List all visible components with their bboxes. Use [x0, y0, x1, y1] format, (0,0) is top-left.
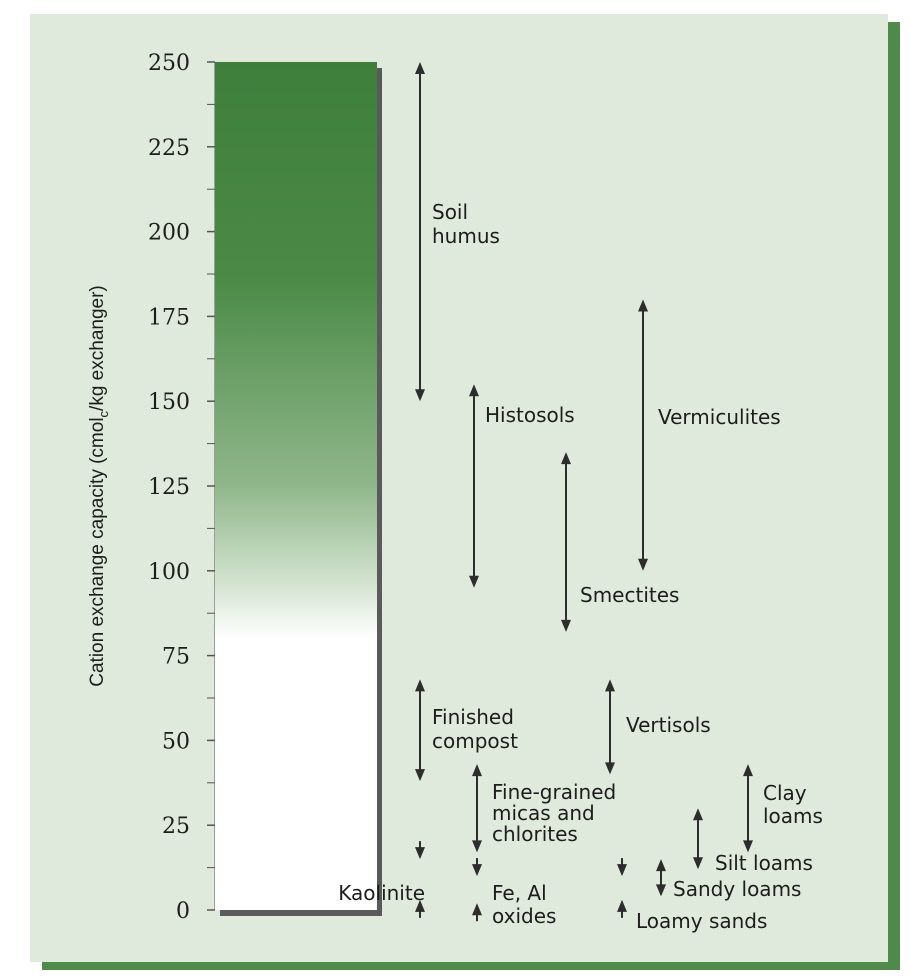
y-tick-label: 25 — [162, 814, 190, 839]
arrowhead — [605, 762, 615, 775]
range-clay-loams: Clay loams — [743, 764, 823, 853]
arrowhead — [656, 884, 666, 897]
range-label: Vermiculites — [658, 405, 781, 429]
range-smectites: Smectites — [561, 452, 679, 632]
y-tick-label: 125 — [148, 475, 190, 500]
range-finished-compost: Finished compost — [415, 679, 518, 782]
arrowhead — [415, 389, 425, 402]
range-label: Smectites — [580, 583, 679, 607]
cec-bar — [215, 62, 377, 910]
range-fine-grained-micas-and-chlorites: Fine-grained micas and chlorites — [472, 764, 616, 853]
range-fe-al-oxides: Fe, Al oxides — [472, 858, 556, 928]
range-label: Finished compost — [432, 705, 518, 753]
range-sandy-loams: Sandy loams — [656, 859, 801, 901]
arrowhead — [469, 384, 479, 397]
y-tick-label: 250 — [148, 51, 190, 76]
range-label: Loamy sands — [636, 909, 767, 933]
arrowhead — [472, 764, 482, 777]
arrowhead — [743, 764, 753, 777]
range-label: Fine-grained micas and chlorites — [492, 780, 616, 846]
range-label: Fe, Al oxides — [492, 881, 556, 928]
range-kaolinite: Kaolinite — [338, 841, 425, 918]
chart-panel: 0 25 50 75 100 125 150 175 200 225 250 Soil humus Hi… — [30, 14, 888, 962]
range-arrows-layer: Soil humus Histosols Vermiculites Smectites F… — [338, 62, 823, 933]
y-tick-label: 75 — [162, 645, 190, 670]
y-tick-label: 150 — [148, 390, 190, 415]
y-axis-title: Cation exchange capacity (cmolc/kg excha… — [87, 285, 111, 687]
range-loamy-sands: Loamy sands — [617, 858, 767, 933]
arrowhead — [415, 899, 425, 912]
arrowhead — [638, 299, 648, 312]
arrowhead — [415, 847, 425, 860]
arrowhead — [415, 679, 425, 692]
range-label: Kaolinite — [338, 881, 425, 905]
y-tick-label: 50 — [162, 729, 190, 754]
range-label: Vertisols — [626, 713, 711, 737]
y-tick-label: 225 — [148, 136, 190, 161]
arrowhead — [472, 840, 482, 853]
arrowhead — [561, 452, 571, 465]
arrowhead — [617, 864, 627, 877]
arrowhead — [472, 864, 482, 877]
range-label: Soil humus — [432, 200, 500, 248]
range-label: Silt loams — [715, 851, 813, 875]
arrowhead — [617, 899, 627, 912]
arrowhead — [693, 857, 703, 870]
arrowhead — [605, 679, 615, 692]
y-tick-label: 100 — [148, 560, 190, 585]
arrowhead — [638, 558, 648, 571]
range-soil-humus: Soil humus — [415, 62, 500, 402]
y-tick-label: 0 — [176, 899, 190, 924]
arrowhead — [415, 62, 425, 74]
range-histosols: Histosols — [469, 384, 575, 588]
range-label: Clay loams — [763, 781, 823, 828]
arrowhead — [472, 903, 482, 916]
range-vertisols: Vertisols — [605, 679, 711, 775]
range-label: Sandy loams — [673, 877, 801, 901]
arrowhead — [415, 769, 425, 782]
arrowhead — [693, 808, 703, 821]
y-tick-label: 200 — [148, 221, 190, 246]
y-tick-label: 175 — [148, 305, 190, 330]
range-silt-loams: Silt loams — [693, 808, 813, 875]
arrowhead — [656, 859, 666, 872]
range-vermiculites: Vermiculites — [638, 299, 781, 571]
cec-range-chart: 0 25 50 75 100 125 150 175 200 225 250 Soil humus Hi… — [87, 51, 823, 933]
cec-bar-layer — [215, 62, 382, 916]
arrowhead — [469, 575, 479, 588]
arrowhead — [561, 619, 571, 632]
range-label: Histosols — [485, 403, 575, 427]
y-axis: 0 25 50 75 100 125 150 175 200 225 250 — [148, 51, 216, 924]
arrowhead — [743, 840, 753, 853]
